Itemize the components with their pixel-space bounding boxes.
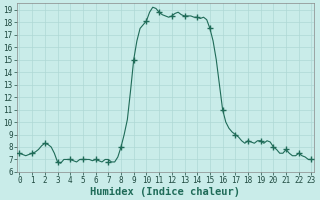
X-axis label: Humidex (Indice chaleur): Humidex (Indice chaleur) (91, 186, 240, 197)
